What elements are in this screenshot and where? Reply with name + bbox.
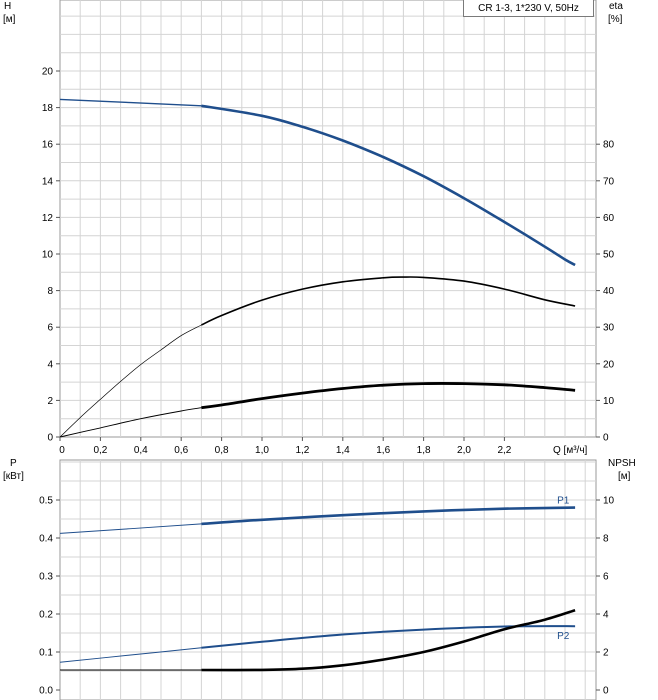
- bot-y-right-tick-label: 10: [603, 496, 615, 507]
- x-tick-label: 1,0: [255, 445, 269, 456]
- top-y-left-tick-label: 10: [42, 250, 54, 261]
- bottom-y-left-ticks: 0.0 0.1 0.2 0.3 0.4 0.5: [39, 496, 60, 697]
- top-y-right-tick-label: 10: [603, 396, 615, 407]
- top-y-right-tick-label: 50: [603, 250, 615, 261]
- x-tick-label: 0,6: [174, 445, 188, 456]
- x-tick-label: 0,4: [134, 445, 148, 456]
- bot-y-right-tick-label: 0: [603, 686, 609, 697]
- top-y-left-tick-label: 2: [47, 396, 53, 407]
- top-y-left-tick-label: 12: [42, 213, 54, 224]
- top-y-right-tick-label: 30: [603, 323, 615, 334]
- top-series-0-thin: [59, 98, 202, 107]
- bottom-y-right-ticks: 0 2 4 6 8 10: [596, 496, 615, 697]
- bot-y-left-tick-label: 0.2: [39, 610, 53, 621]
- series-label-p2: P2: [557, 631, 570, 642]
- x-tick-label: 1,6: [376, 445, 390, 456]
- x-tick-label: 2,2: [497, 445, 511, 456]
- top-y-right-tick-label: 40: [603, 286, 615, 297]
- top-series-0-line: [201, 104, 576, 267]
- series-p1-thin: [59, 523, 202, 534]
- bot-y-left-tick-label: 0.5: [39, 496, 53, 507]
- top-y-right-ticks: 0 10 20 30 40 50 60 70 80: [596, 140, 615, 444]
- series-p1-line: [201, 506, 576, 526]
- bottom-grid: [60, 460, 596, 700]
- bot-y-left-tick-label: 0.4: [39, 534, 53, 545]
- bot-y-left-tick-label: 0.3: [39, 572, 53, 583]
- bot-series-2-line: [201, 608, 576, 672]
- top-y-left-tick-label: 18: [42, 103, 54, 114]
- top-y-right-tick-label: 60: [603, 213, 615, 224]
- top-series-2-thin: [59, 407, 202, 438]
- top-curves: [59, 98, 576, 438]
- y-left-axis-label-h: H: [4, 1, 11, 12]
- bot-y-left-tick-label: 0.1: [39, 648, 53, 659]
- top-y-left-tick-label: 16: [42, 140, 54, 151]
- top-y-left-tick-label: 8: [47, 286, 53, 297]
- bot-y-right-tick-label: 4: [603, 610, 609, 621]
- top-panel: 0 0,2 0,4 0,6 0,8 1,0 1,2 1,4 1,6 1,8 2,0 2,2 0 2 4 6 8…: [3, 0, 623, 456]
- x-tick-label: 2,0: [457, 445, 471, 456]
- x-tick-label: 1,2: [295, 445, 309, 456]
- bottom-series-labels: P1 P2: [557, 496, 570, 643]
- bot-y-right-tick-label: 6: [603, 572, 609, 583]
- x-tick-label: 0: [59, 445, 65, 456]
- y-right-axis-unit-eta: [%]: [608, 14, 623, 25]
- top-y-left-tick-label: 6: [47, 323, 53, 334]
- top-y-left-tick-label: 0: [47, 433, 53, 444]
- y-left-axis-unit-h: [м]: [3, 14, 16, 25]
- top-series-2-line: [201, 382, 576, 410]
- y-right-axis-unit-npsh: [м]: [618, 471, 631, 482]
- y-left-axis-unit-p: [кВт]: [3, 471, 24, 482]
- y-left-axis-label-p: P: [10, 458, 17, 469]
- bottom-curves: [59, 506, 576, 672]
- top-grid: [60, 0, 596, 437]
- bot-y-right-tick-label: 8: [603, 534, 609, 545]
- series-label-p1: P1: [557, 496, 570, 507]
- top-y-left-tick-label: 20: [42, 67, 54, 78]
- top-x-ticks: 0 0,2 0,4 0,6 0,8 1,0 1,2 1,4 1,6 1,8 2,0 2,2: [59, 437, 512, 456]
- top-y-right-tick-label: 0: [603, 433, 609, 444]
- series-p2-thin: [59, 647, 202, 663]
- top-series-1-line: [201, 276, 576, 326]
- y-right-axis-label-npsh: NPSH: [608, 458, 636, 469]
- top-y-right-tick-label: 80: [603, 140, 615, 151]
- top-y-left-tick-label: 14: [42, 176, 54, 187]
- chart-title: CR 1-3, 1*230 V, 50Hz: [463, 0, 594, 17]
- top-y-left-tick-label: 4: [47, 359, 53, 370]
- y-right-axis-label-eta: eta: [609, 1, 623, 12]
- top-y-left-ticks: 0 2 4 6 8 10 12 14 16 18 20: [42, 67, 60, 444]
- top-series-1-thin: [59, 324, 202, 438]
- x-tick-label: 1,8: [417, 445, 431, 456]
- bot-y-right-tick-label: 2: [603, 648, 609, 659]
- top-y-right-tick-label: 20: [603, 359, 615, 370]
- x-tick-label: 0,2: [93, 445, 107, 456]
- x-axis-label: Q [м³/ч]: [553, 445, 588, 456]
- bot-y-left-tick-label: 0.0: [39, 686, 53, 697]
- x-tick-label: 1,4: [336, 445, 350, 456]
- top-y-right-tick-label: 70: [603, 176, 615, 187]
- x-tick-label: 0,8: [215, 445, 229, 456]
